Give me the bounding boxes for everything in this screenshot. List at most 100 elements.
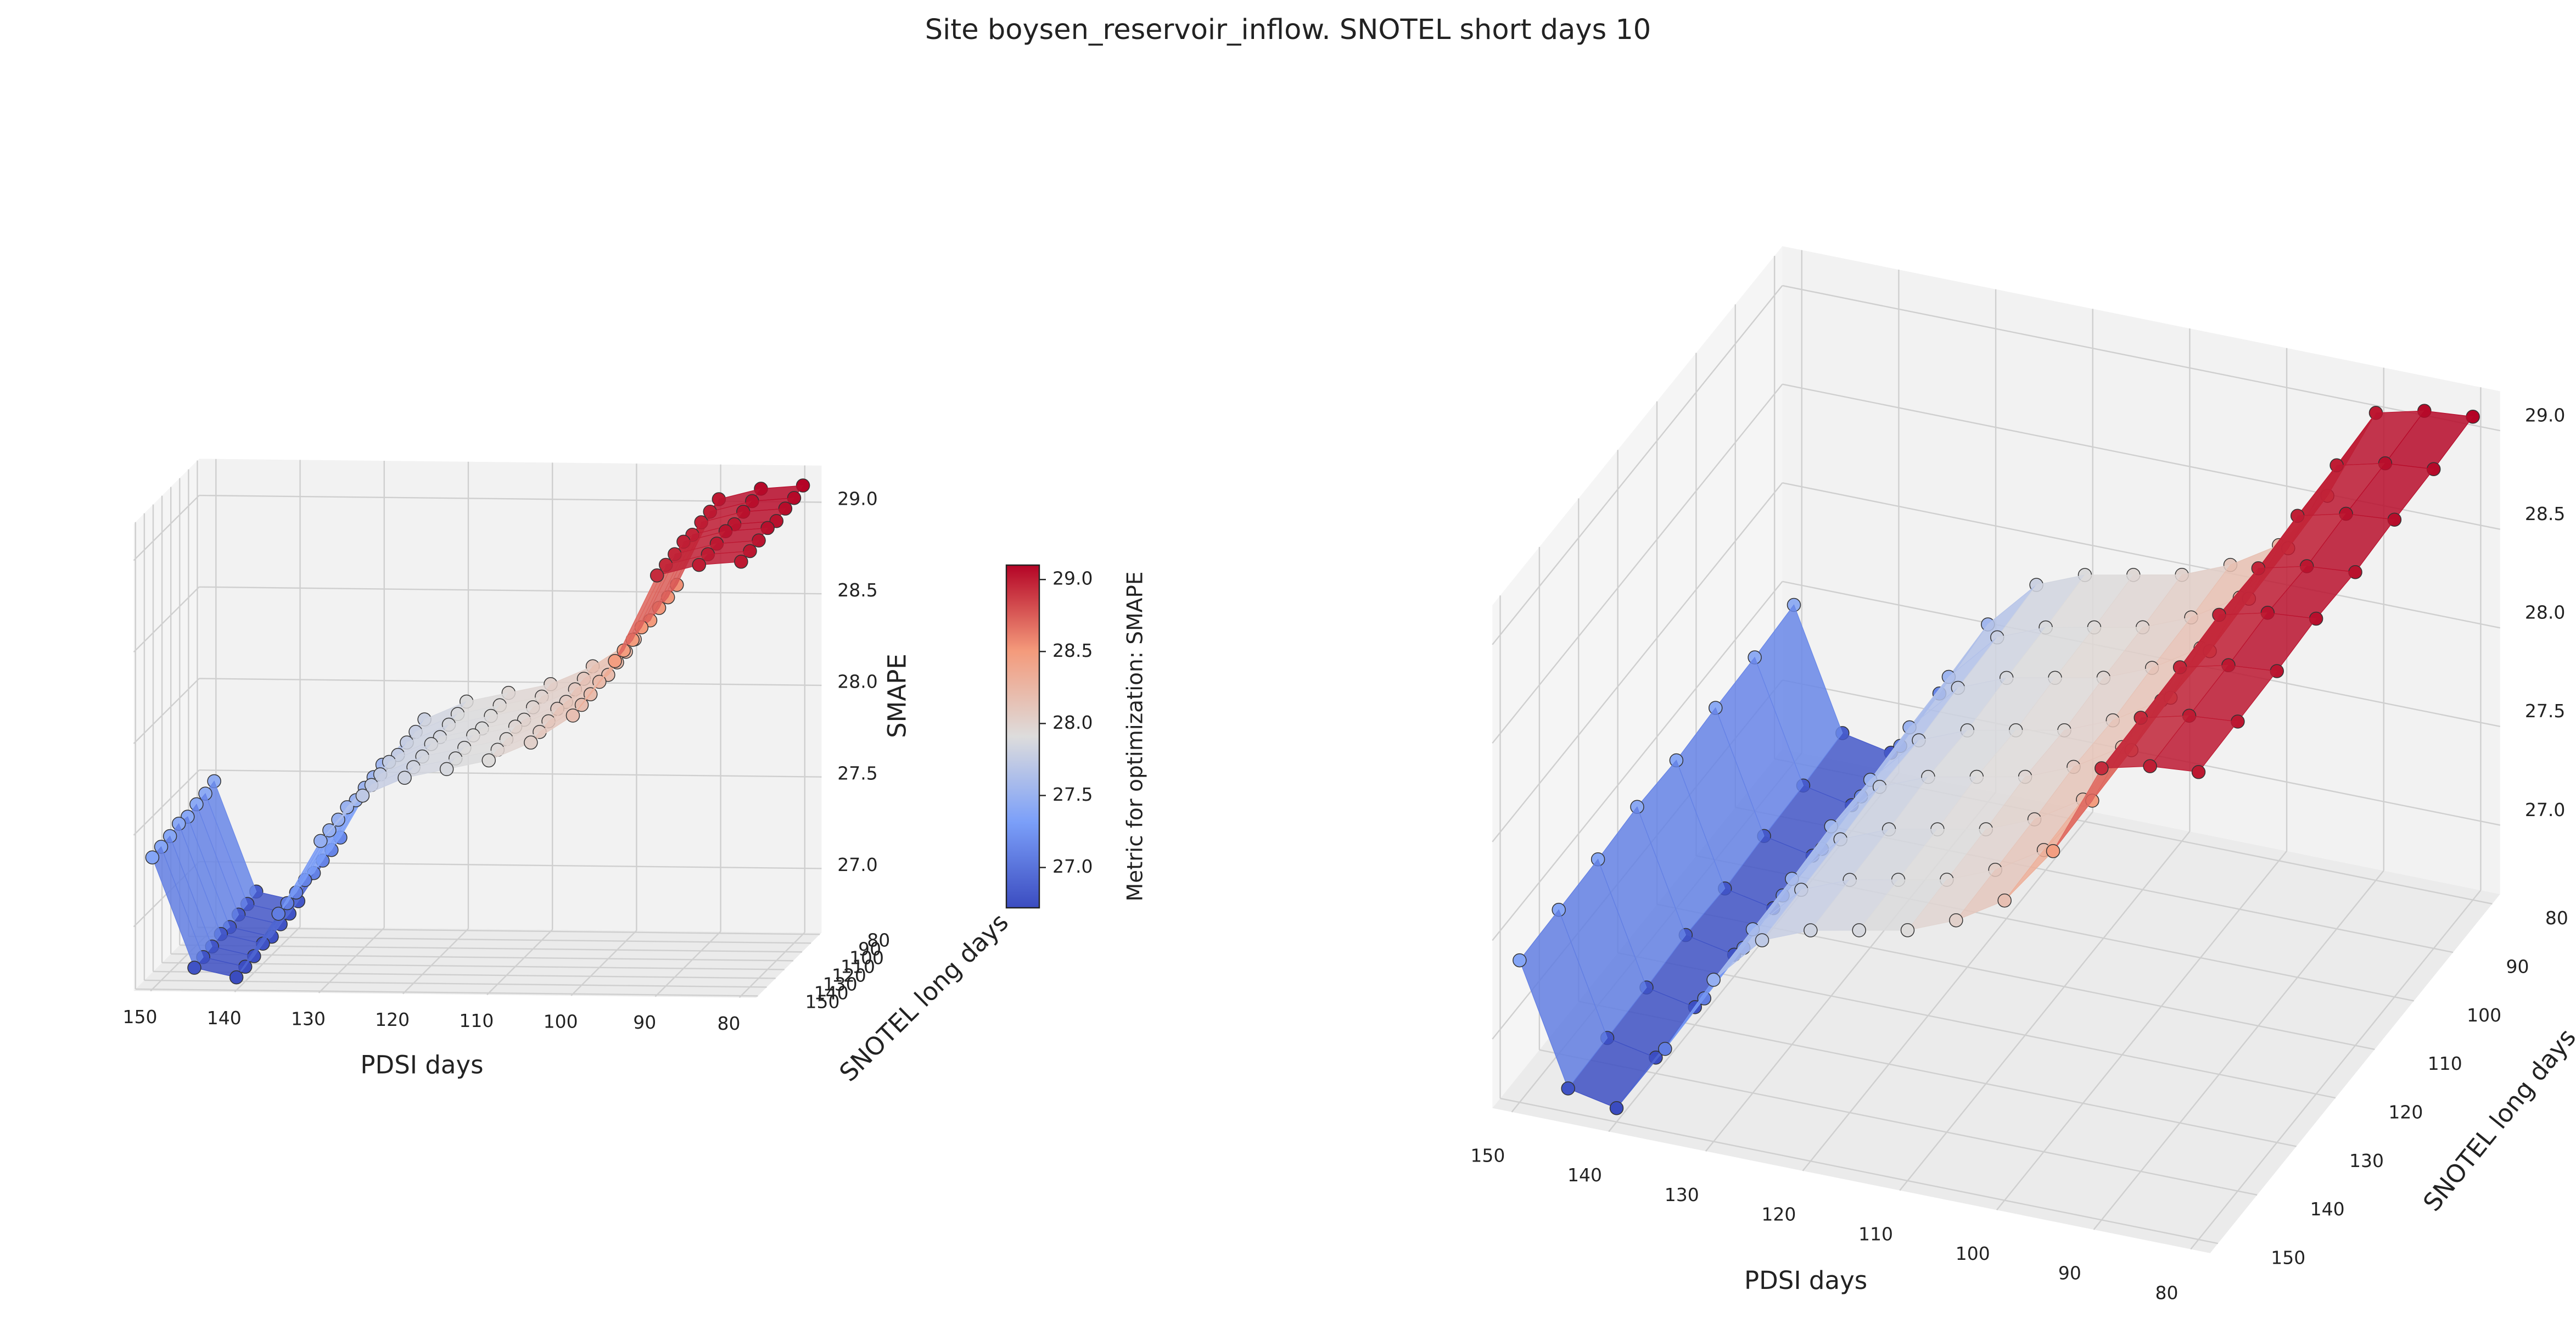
grid-line [133, 495, 200, 561]
z-tick-label: 28.5 [837, 579, 877, 601]
grid-line [197, 926, 820, 935]
scatter-point [692, 557, 707, 572]
grid-line [1492, 482, 1783, 842]
colorbar-tick-label: 28.0 [1052, 712, 1093, 733]
axes3d: 8090100110120130140150809010011012013014… [1470, 246, 2576, 1303]
figure-title: Site boysen_reservoir_inflow. SNOTEL sho… [925, 14, 1651, 46]
z-tick-label: 27.0 [837, 854, 877, 875]
x-tick-label: 140 [1567, 1164, 1602, 1186]
colorbar-tick-label: 28.5 [1052, 640, 1093, 661]
scatter-point [1561, 1081, 1575, 1096]
scatter-point [2095, 761, 2109, 775]
x-tick-label: 120 [1761, 1204, 1796, 1225]
y-tick-label: 110 [841, 956, 875, 978]
scatter-point [1706, 973, 1721, 987]
scatter-point [229, 970, 244, 985]
scatter-point [1997, 893, 2012, 908]
grid-line [1500, 1097, 2219, 1244]
colorbar-tick-label: 27.5 [1052, 784, 1093, 805]
x-axis-label: PDSI days [1744, 1266, 1867, 1295]
scatter-point [649, 568, 664, 583]
scatter-point [2191, 765, 2206, 779]
z-tick-label: 29.0 [2525, 404, 2565, 426]
z-tick-label: 28.0 [837, 671, 877, 693]
y-tick-label: 90 [858, 939, 881, 960]
z-axis-label: SMAPE [2572, 583, 2576, 667]
x-axis-label: PDSI days [360, 1050, 483, 1079]
scatter-point [608, 654, 622, 668]
y-tick-label: 130 [2349, 1150, 2384, 1171]
grid-line [135, 988, 758, 997]
z-tick-label: 27.5 [2525, 700, 2565, 722]
grid-line [199, 861, 822, 869]
y-tick-label: 140 [814, 983, 849, 1004]
y-tick-label: 120 [2388, 1101, 2423, 1123]
grid-line [162, 962, 785, 970]
scatter-point [524, 735, 538, 750]
scatter-point [1755, 933, 1769, 947]
x-tick-label: 80 [718, 1013, 741, 1034]
grid-line [1492, 285, 1783, 645]
grid-line [1539, 1049, 2258, 1196]
y-tick-label: 90 [2506, 956, 2529, 977]
y-axis-label: SNOTEL long days [2417, 1023, 2576, 1217]
pane-floor [133, 925, 822, 998]
axes3d: 8090100110120130140150809010011012013014… [123, 459, 1014, 1087]
y-tick-label: 100 [849, 947, 884, 969]
x-tick-label: 130 [1665, 1184, 1699, 1205]
x-tick-label: 120 [375, 1009, 410, 1030]
colorbar: Metric for optimization: SMAPE 27.0 27.5 2… [1005, 564, 1148, 909]
grid-line [199, 678, 822, 686]
y-tick-label: 150 [2271, 1247, 2305, 1268]
grid-line [1899, 831, 2191, 1191]
x-tick-label: 140 [207, 1007, 242, 1029]
x-tick-label: 100 [1956, 1243, 1990, 1264]
scatter-point [271, 907, 285, 921]
y-tick-label: 80 [867, 930, 890, 951]
scatter-point [1804, 923, 1818, 937]
x-tick-label: 100 [544, 1011, 578, 1032]
colorbar-body [1005, 564, 1040, 909]
grid-line [153, 970, 776, 979]
scatter-point [1900, 923, 1915, 937]
scatter-point [145, 850, 160, 864]
grid-line [199, 586, 822, 595]
scatter-point [2046, 844, 2060, 858]
colorbar-tick-label: 27.0 [1052, 856, 1093, 877]
x-tick-label: 150 [1470, 1145, 1505, 1166]
z-tick-label: 28.5 [2525, 503, 2565, 524]
grid-line [199, 769, 822, 778]
scatter-point [1852, 923, 1866, 937]
grid-line [1617, 952, 2336, 1099]
pane-side [1492, 246, 1783, 1108]
y-tick-label: 130 [823, 974, 858, 995]
grid-line [188, 935, 811, 944]
grid-line [1492, 383, 1783, 744]
grid-line [133, 769, 200, 836]
x-tick-label: 130 [291, 1008, 326, 1029]
y-tick-label: 110 [2428, 1053, 2462, 1074]
y-tick-label: 150 [805, 991, 840, 1013]
x-tick-label: 80 [2155, 1282, 2179, 1303]
x-tick-label: 110 [459, 1010, 494, 1031]
grid-line [180, 944, 803, 953]
z-tick-label: 28.0 [2525, 602, 2565, 623]
scatter-point [187, 961, 201, 975]
scatter-point [355, 788, 370, 803]
z-axis-label: SMAPE [882, 654, 911, 738]
x-tick-label: 90 [2058, 1263, 2081, 1284]
grid-line [1492, 581, 1783, 941]
scatter-point [1609, 1101, 1624, 1115]
grid-line [133, 678, 200, 744]
grid-line [171, 953, 793, 962]
y-tick-label: 100 [2467, 1004, 2501, 1026]
scatter-point [481, 753, 496, 768]
scatter-point [1949, 913, 1963, 928]
z-tick-label: 27.5 [837, 762, 877, 784]
colorbar-tick-label: 29.0 [1052, 568, 1093, 589]
scatter-point [2143, 759, 2157, 773]
scatter-point [397, 771, 412, 785]
scatter-point [1658, 1042, 1672, 1056]
